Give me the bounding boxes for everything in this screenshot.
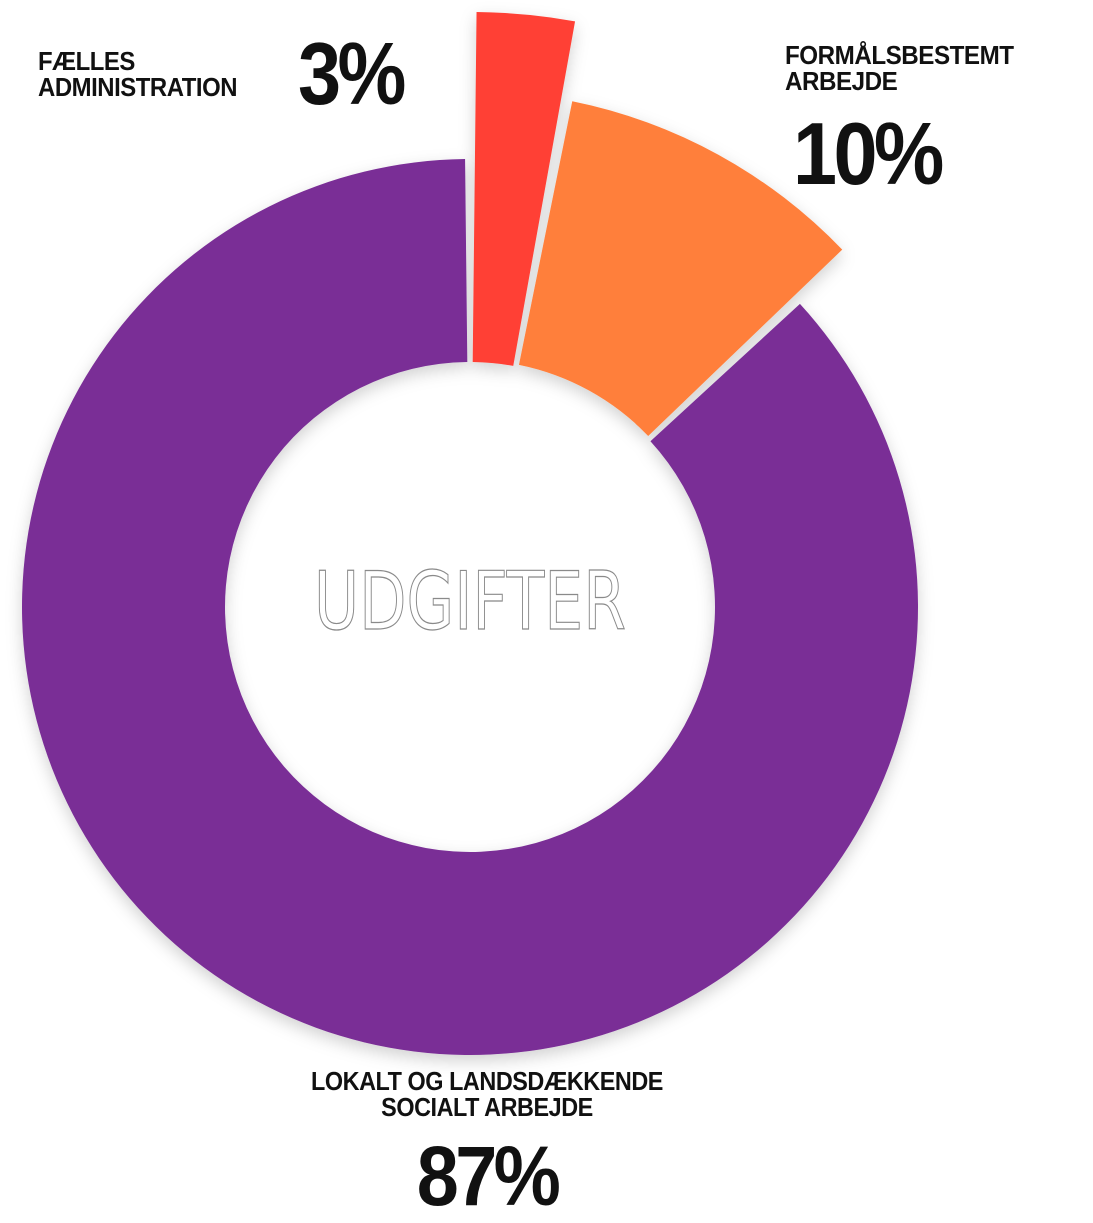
value-label: 10% xyxy=(793,104,944,203)
slices xyxy=(22,12,918,1055)
slice xyxy=(518,101,843,436)
value-label: 87% xyxy=(416,1129,561,1223)
center-label: UDGIFTER xyxy=(314,555,626,648)
slice-label: FÆLLES ADMINISTRATION xyxy=(38,46,238,102)
slice xyxy=(22,159,918,1055)
value-label: 3% xyxy=(298,24,406,123)
slice-label: LOKALT OG LANDSDÆKKENDE SOCIALT ARBEJDE xyxy=(311,1066,663,1122)
slice xyxy=(472,12,576,366)
slice-label: FORMÅLSBESTEMT ARBEJDE xyxy=(785,40,1014,96)
